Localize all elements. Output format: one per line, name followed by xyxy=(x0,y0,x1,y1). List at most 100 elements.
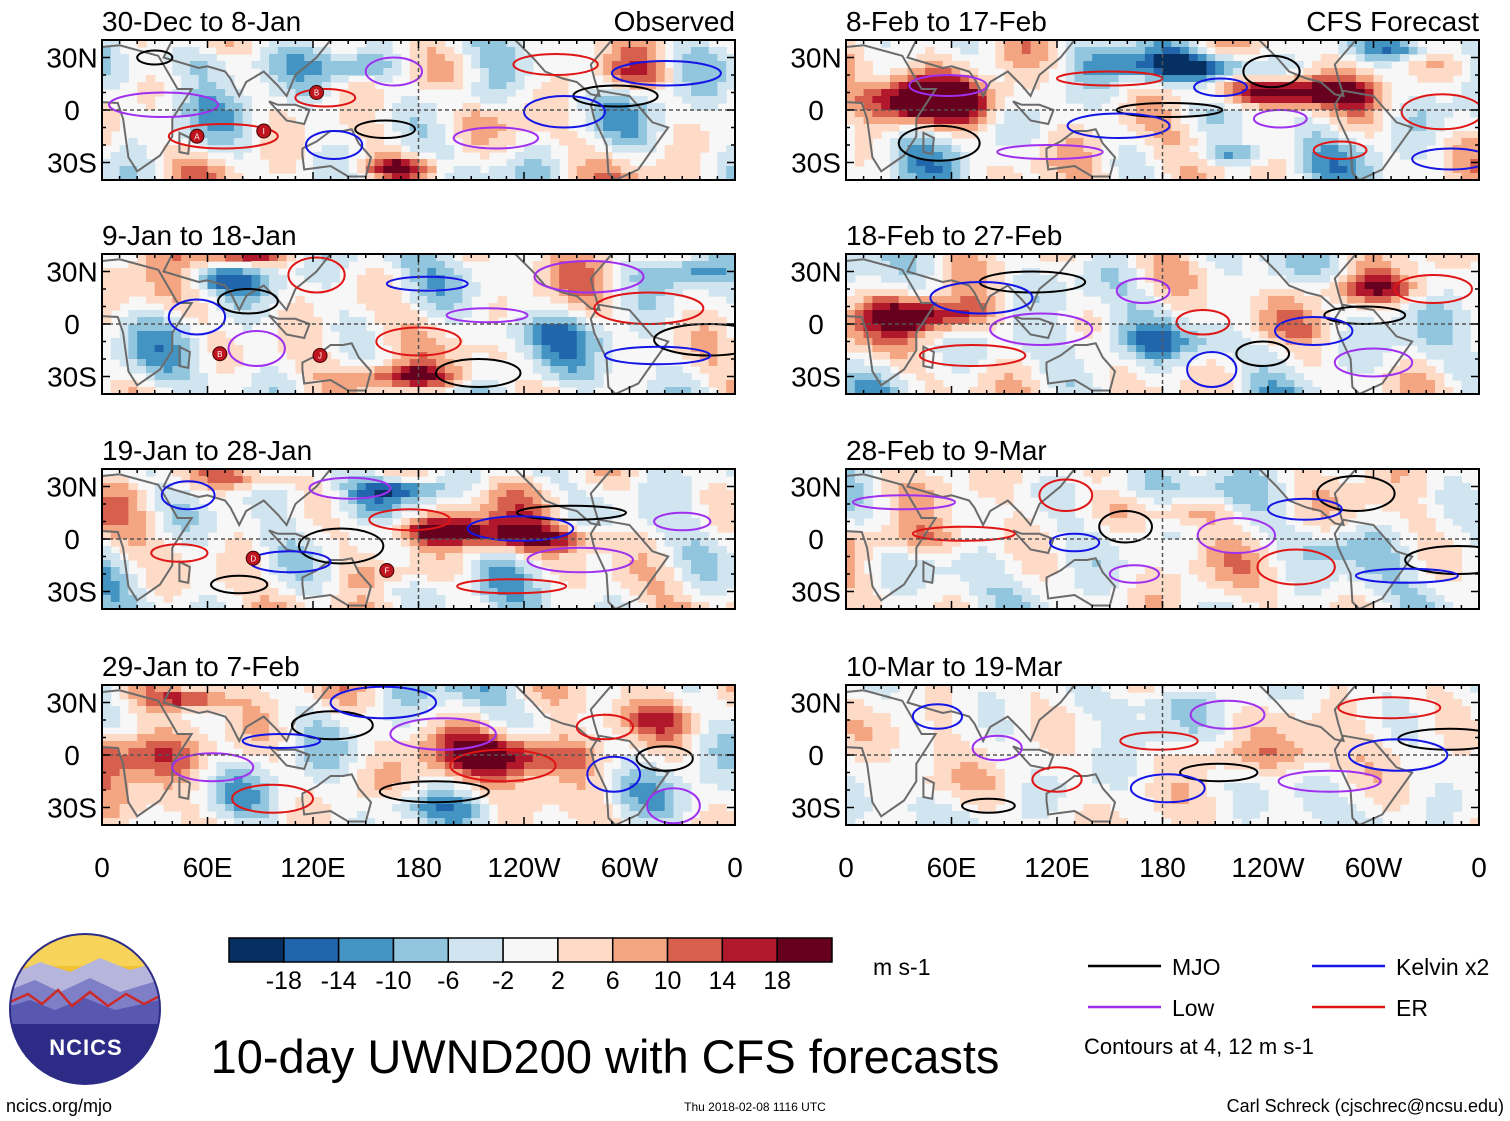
panel-shading xyxy=(846,685,1479,825)
y-tick-label: 0 xyxy=(64,524,80,555)
legend-item-mjo: MJO xyxy=(1088,954,1221,980)
panel-period-title: 10-Mar to 19-Mar xyxy=(846,651,1062,682)
legend-label: ER xyxy=(1396,995,1428,1021)
panel-shading xyxy=(102,685,735,825)
colorbar-label: 2 xyxy=(551,967,565,995)
ncics-logo: NCICS xyxy=(9,933,161,1085)
legend: MJO Kelvin x2 Low ER xyxy=(1088,954,1489,1021)
legend-item-kelvin-x2: Kelvin x2 xyxy=(1312,954,1489,980)
colorbar-label: 14 xyxy=(708,967,736,995)
colorbar-swatch xyxy=(666,937,724,963)
panel-shading xyxy=(846,254,1479,394)
colorbar-label: -14 xyxy=(321,967,357,995)
storm-marker: B xyxy=(212,346,228,362)
y-tick-label: 30S xyxy=(791,148,841,179)
y-tick-label: 30S xyxy=(47,362,97,393)
y-tick-label: 30S xyxy=(47,793,97,824)
storm-marker-label: I xyxy=(263,127,265,136)
y-tick-label: 0 xyxy=(808,95,824,126)
x-tick-label: 0 xyxy=(727,852,743,883)
storm-marker-label: B xyxy=(217,350,222,359)
chart-title: 10-day UWND200 with CFS forecasts xyxy=(211,1030,1000,1083)
colorbar-label: -10 xyxy=(375,967,411,995)
y-tick-label: 30S xyxy=(791,793,841,824)
y-tick-label: 30N xyxy=(46,43,97,74)
colorbar-label: -18 xyxy=(266,967,302,995)
colorbar-swatch xyxy=(557,937,614,963)
y-tick-label: 0 xyxy=(808,740,824,771)
y-tick-label: 30S xyxy=(47,577,97,608)
x-tick-label: 180 xyxy=(395,852,442,883)
x-tick-label: 120W xyxy=(487,852,561,883)
legend-label: MJO xyxy=(1172,954,1221,980)
legend-label: Low xyxy=(1172,995,1215,1021)
colorbar-swatch xyxy=(283,937,340,963)
website-link[interactable]: ncics.org/mjo xyxy=(6,1096,112,1116)
storm-marker: I xyxy=(256,123,272,139)
author-credit: Carl Schreck (cjschrec@ncsu.edu) xyxy=(1227,1096,1504,1116)
colorbar-label: 10 xyxy=(654,967,682,995)
y-tick-label: 30S xyxy=(47,148,97,179)
storm-marker-label: J xyxy=(318,352,322,361)
y-tick-label: 0 xyxy=(64,309,80,340)
y-tick-label: 30N xyxy=(46,257,97,288)
colorbar: -18 -14 -10 -6 -2 2 6 10 14 18 xyxy=(228,937,833,995)
storm-marker-label: F xyxy=(384,567,389,576)
storm-marker: D xyxy=(245,550,261,566)
x-tick-label: 120W xyxy=(1231,852,1305,883)
logo-text: NCICS xyxy=(49,1035,122,1060)
y-tick-label: 0 xyxy=(64,95,80,126)
storm-marker: B xyxy=(309,85,325,100)
x-tick-label: 0 xyxy=(838,852,854,883)
y-tick-label: 0 xyxy=(808,524,824,555)
colorbar-swatch xyxy=(502,937,559,963)
y-tick-label: 0 xyxy=(808,309,824,340)
storm-marker: F xyxy=(379,563,395,578)
y-tick-label: 30N xyxy=(46,472,97,503)
panel-period-title: 29-Jan to 7-Feb xyxy=(102,651,300,682)
x-tick-label: 60E xyxy=(927,852,977,883)
panel-period-title: 8-Feb to 17-Feb xyxy=(846,6,1047,37)
contour-note: Contours at 4, 12 m s-1 xyxy=(1084,1034,1314,1059)
storm-marker-label: B xyxy=(314,89,319,98)
x-tick-label: 0 xyxy=(1471,852,1487,883)
storm-marker-label: A xyxy=(194,132,200,141)
legend-item-er: ER xyxy=(1312,995,1428,1021)
y-tick-label: 30N xyxy=(46,688,97,719)
colorbar-swatch xyxy=(392,937,450,963)
y-tick-label: 30N xyxy=(790,472,841,503)
panel-period-title: 28-Feb to 9-Mar xyxy=(846,435,1047,466)
x-tick-label: 120E xyxy=(1024,852,1089,883)
colorbar-swatch xyxy=(611,937,669,963)
storm-marker: A xyxy=(189,128,205,144)
y-tick-label: 30N xyxy=(790,257,841,288)
x-tick-label: 180 xyxy=(1139,852,1186,883)
x-tick-label: 60W xyxy=(601,852,659,883)
x-tick-label: 60E xyxy=(183,852,233,883)
colorbar-swatch xyxy=(721,937,778,963)
panel-shading xyxy=(846,40,1479,180)
colorbar-label: 6 xyxy=(606,967,620,995)
colorbar-label: 18 xyxy=(763,967,791,995)
storm-marker: J xyxy=(312,348,328,363)
y-tick-label: 30N xyxy=(790,688,841,719)
timestamp: Thu 2018-02-08 1116 UTC xyxy=(684,1100,826,1114)
storm-marker-label: D xyxy=(250,554,256,563)
x-tick-label: 0 xyxy=(94,852,110,883)
panel-1: B A I 30-Dec to 8-Jan Observed 30N 0 30S xyxy=(46,6,736,181)
x-tick-label: 60W xyxy=(1345,852,1403,883)
y-tick-label: 30S xyxy=(791,577,841,608)
panel-period-title: 19-Jan to 28-Jan xyxy=(102,435,312,466)
panel-shading xyxy=(846,469,1479,609)
colorbar-swatch xyxy=(228,937,285,963)
panel-shading: B A I xyxy=(102,40,735,180)
